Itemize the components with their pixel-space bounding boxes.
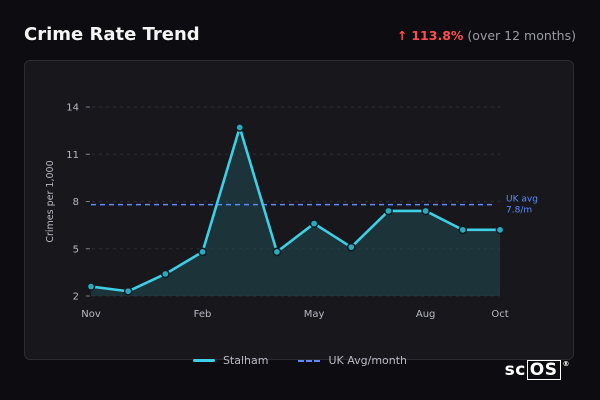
data-point [86,282,96,291]
logo-text-sc: sc [504,360,526,380]
legend-series-label: Stalham [222,354,269,367]
y-tick-label: 11 [66,150,79,161]
x-tick-label: Feb [194,309,212,320]
legend-line-swatch [192,359,215,362]
x-tick-label: Nov [81,309,101,320]
legend-dash-swatch [298,359,321,362]
legend-item-series[interactable]: Stalham [192,354,269,367]
scos-logo: sc OS ® [505,360,570,380]
y-tick-label: 8 [73,197,79,208]
up-arrow-icon: ↑ [396,28,408,43]
data-point [309,219,319,228]
chart-legend: Stalham UK Avg/month [0,354,600,367]
legend-item-average[interactable]: UK Avg/month [298,354,407,367]
data-point [161,269,170,279]
chart-title: Crime Rate Trend [24,24,200,45]
data-point [421,206,430,216]
data-point [495,225,505,235]
y-tick-label: 2 [73,292,79,303]
change-indicator: ↑ 113.8% (over 12 months) [397,28,576,43]
data-point [123,286,133,296]
logo-registered-mark: ® [562,360,570,368]
y-tick-label: 5 [73,244,79,255]
x-tick-label: Oct [491,309,508,320]
data-point [235,123,245,132]
data-point [346,242,356,252]
average-label-line1: UK avg [506,195,538,205]
data-point [198,247,207,257]
change-period: (over 12 months) [467,28,576,43]
series-area-fill [91,127,500,296]
chart-card [24,60,574,360]
x-tick-label: May [304,309,325,320]
series-line [90,126,500,293]
logo-text-os: OS [526,360,561,380]
data-point [384,206,393,216]
y-tick-label: 14 [66,103,79,114]
y-axis-title: Crimes per 1,000 [45,160,56,242]
data-point [272,247,282,257]
x-tick-label: Aug [416,309,436,320]
legend-average-label: UK Avg/month [328,354,408,367]
average-label-line2: 7.8/m [506,206,532,216]
data-point [458,225,468,235]
change-percent: 113.8% [411,28,464,43]
